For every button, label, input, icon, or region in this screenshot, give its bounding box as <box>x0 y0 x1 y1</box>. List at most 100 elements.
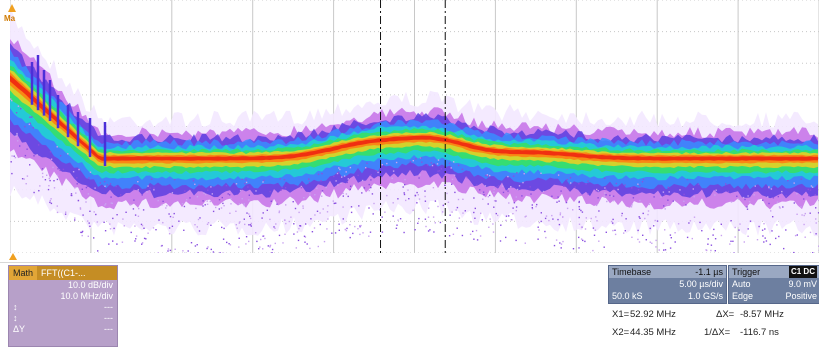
noise-speckle <box>263 179 265 182</box>
noise-speckle <box>178 220 180 222</box>
noise-speckle <box>386 162 388 165</box>
noise-speckle <box>416 191 418 194</box>
noise-speckle <box>713 228 715 231</box>
noise-speckle <box>624 230 626 232</box>
noise-speckle <box>248 194 250 196</box>
noise-speckle <box>62 168 65 171</box>
noise-speckle <box>595 204 598 207</box>
noise-speckle <box>218 208 220 210</box>
noise-speckle <box>359 226 361 228</box>
noise-speckle <box>300 186 303 189</box>
noise-speckle <box>65 211 67 213</box>
noise-speckle <box>56 205 58 207</box>
noise-speckle <box>610 195 613 197</box>
noise-speckle <box>296 231 299 233</box>
trigger-type: Edge <box>732 291 754 301</box>
trigger-source-badge: C1 DC <box>788 266 817 278</box>
noise-speckle <box>33 155 35 157</box>
noise-speckle <box>667 186 669 188</box>
noise-speckle <box>81 231 83 234</box>
timebase-descriptor[interactable]: Timebase -1.1 µs 5.00 µs/div 50.0 kS 1.0… <box>608 265 727 304</box>
noise-speckle <box>510 186 512 188</box>
noise-speckle <box>399 218 402 220</box>
noise-speckle <box>578 236 580 239</box>
noise-speckle <box>469 233 472 235</box>
noise-speckle <box>207 222 210 224</box>
noise-speckle <box>57 168 59 170</box>
noise-speckle <box>33 191 35 194</box>
math-trace-marker[interactable]: Ma <box>4 4 18 30</box>
noise-speckle <box>371 193 374 195</box>
noise-speckle <box>474 207 476 210</box>
noise-speckle <box>342 218 344 220</box>
noise-speckle <box>293 233 295 235</box>
noise-speckle <box>572 248 575 250</box>
noise-speckle <box>692 188 694 190</box>
trigger-descriptor[interactable]: Trigger C1 DC Auto 9.0 mV Edge Positive <box>728 265 819 304</box>
timebase-scale: 5.00 µs/div <box>679 279 723 289</box>
noise-speckle <box>431 164 434 167</box>
noise-speckle <box>24 125 26 128</box>
noise-speckle <box>109 223 111 225</box>
trigger-position-icon[interactable] <box>9 253 17 260</box>
noise-speckle <box>493 206 495 208</box>
noise-speckle <box>137 181 139 183</box>
noise-speckle <box>39 185 41 187</box>
noise-speckle <box>357 228 359 230</box>
noise-speckle <box>736 195 738 197</box>
noise-speckle <box>453 174 456 176</box>
noise-speckle <box>377 171 379 174</box>
noise-speckle <box>104 230 107 232</box>
noise-speckle <box>658 249 660 251</box>
noise-speckle <box>89 171 92 173</box>
noise-speckle <box>707 238 709 240</box>
noise-speckle <box>414 229 416 231</box>
math-descriptor[interactable]: Math FFT((C1-... 10.0 dB/div 10.0 MHz/di… <box>8 265 118 347</box>
noise-speckle <box>369 231 372 233</box>
noise-speckle <box>271 248 274 251</box>
noise-speckle <box>492 223 494 225</box>
noise-speckle <box>221 196 223 199</box>
noise-speckle <box>46 174 48 176</box>
noise-speckle <box>617 188 619 191</box>
fft-persistence-plot[interactable] <box>10 0 819 253</box>
noise-speckle <box>300 185 302 188</box>
noise-speckle <box>332 200 334 202</box>
noise-speckle <box>77 199 80 202</box>
noise-speckle <box>768 202 770 205</box>
noise-speckle <box>259 246 261 248</box>
noise-speckle <box>507 190 509 192</box>
noise-speckle <box>183 205 186 208</box>
noise-speckle <box>85 186 88 189</box>
noise-speckle <box>485 174 487 177</box>
noise-speckle <box>461 168 464 171</box>
noise-speckle <box>479 189 481 191</box>
noise-speckle <box>194 183 196 185</box>
noise-speckle <box>141 224 144 227</box>
noise-speckle <box>205 193 207 196</box>
noise-speckle <box>313 227 316 229</box>
noise-speckle <box>395 227 398 229</box>
noise-speckle <box>801 214 803 216</box>
noise-speckle <box>238 246 240 248</box>
noise-speckle <box>562 216 564 218</box>
noise-speckle <box>165 207 167 209</box>
noise-speckle <box>559 214 561 216</box>
noise-speckle <box>121 241 124 243</box>
noise-speckle <box>803 214 805 217</box>
noise-speckle <box>537 238 539 240</box>
noise-speckle <box>442 211 444 213</box>
noise-speckle <box>439 221 442 224</box>
noise-speckle <box>472 230 474 233</box>
fft-display[interactable] <box>10 0 819 253</box>
noise-speckle <box>560 243 563 245</box>
noise-speckle <box>95 213 97 216</box>
noise-speckle <box>29 122 31 125</box>
noise-speckle <box>235 224 237 226</box>
noise-speckle <box>247 186 249 188</box>
noise-speckle <box>438 170 441 172</box>
noise-speckle <box>414 195 417 197</box>
noise-speckle <box>362 232 364 234</box>
noise-speckle <box>269 244 272 247</box>
noise-speckle <box>425 225 427 228</box>
